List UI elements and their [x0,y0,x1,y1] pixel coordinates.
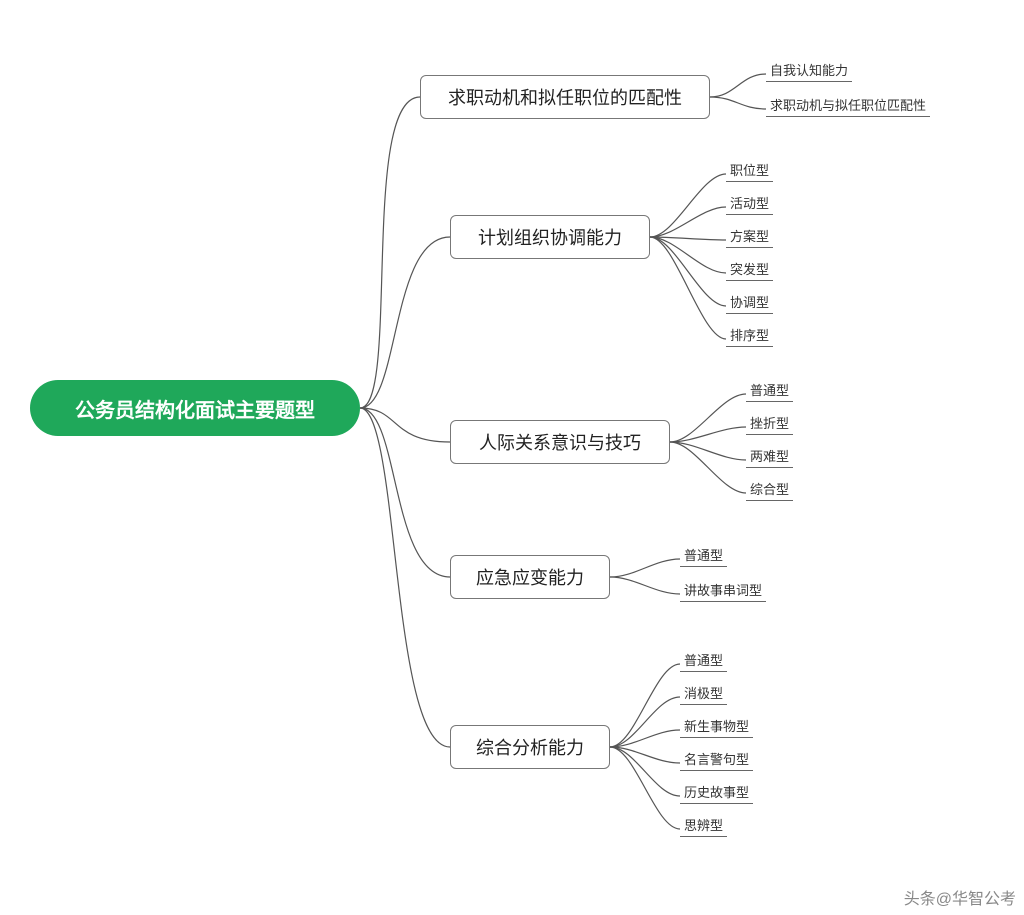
leaf-node: 思辨型 [680,815,727,837]
leaf-node: 历史故事型 [680,782,753,804]
leaf-node: 新生事物型 [680,716,753,738]
branch-label: 求职动机和拟任职位的匹配性 [448,84,682,110]
branch-node: 综合分析能力 [450,725,610,769]
leaf-node: 两难型 [746,446,793,468]
watermark: 头条@华智公考 [904,885,1016,909]
leaf-node: 普通型 [746,380,793,402]
branch-node: 求职动机和拟任职位的匹配性 [420,75,710,119]
mindmap-canvas: 公务员结构化面试主要题型 头条@华智公考 求职动机和拟任职位的匹配性 自我认知能力… [0,0,1024,915]
leaf-node: 消极型 [680,683,727,705]
branch-node: 计划组织协调能力 [450,215,650,259]
branch-label: 计划组织协调能力 [478,224,622,250]
root-label: 公务员结构化面试主要题型 [75,394,315,423]
leaf-node: 协调型 [726,292,773,314]
branch-label: 应急应变能力 [476,564,584,590]
leaf-node: 普通型 [680,545,727,567]
leaf-node: 普通型 [680,650,727,672]
branch-node: 人际关系意识与技巧 [450,420,670,464]
leaf-node: 综合型 [746,479,793,501]
branch-node: 应急应变能力 [450,555,610,599]
leaf-node: 活动型 [726,193,773,215]
root-node: 公务员结构化面试主要题型 [30,380,360,436]
leaf-node: 方案型 [726,226,773,248]
leaf-node: 职位型 [726,160,773,182]
leaf-node: 求职动机与拟任职位匹配性 [766,95,930,117]
leaf-node: 突发型 [726,259,773,281]
leaf-node: 排序型 [726,325,773,347]
branch-label: 人际关系意识与技巧 [479,429,641,455]
leaf-node: 自我认知能力 [766,60,852,82]
leaf-node: 挫折型 [746,413,793,435]
leaf-node: 讲故事串词型 [680,580,766,602]
leaf-node: 名言警句型 [680,749,753,771]
branch-label: 综合分析能力 [476,734,584,760]
